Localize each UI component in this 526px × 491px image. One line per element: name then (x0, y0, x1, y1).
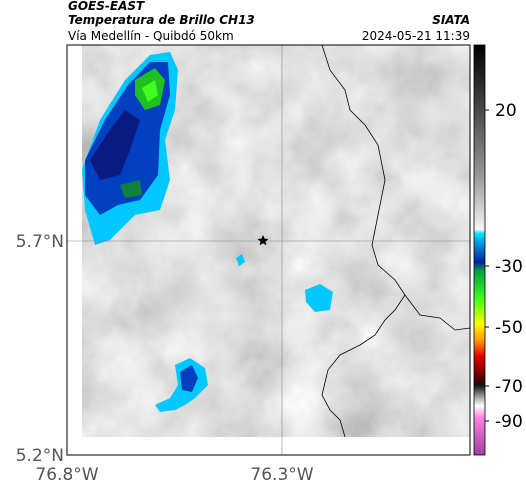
borders (321, 44, 471, 438)
product: GOES-EAST (68, 0, 145, 13)
route: Vía Medellín - Quibdó 50km (68, 29, 234, 43)
colorbar-label: 20 (495, 101, 517, 121)
lat-label: 5.2°N (16, 446, 64, 466)
colorbar: 20 -30 -50 -70 -90 (473, 44, 523, 456)
colorbar-label: -90 (495, 412, 523, 432)
colorbar-label: -70 (495, 377, 523, 397)
lon-label: 76.3°W (250, 465, 313, 485)
map-frame (66, 44, 471, 456)
source: SIATA (432, 13, 470, 27)
title: Temperatura de Brillo CH13 (68, 13, 255, 27)
location-marker (257, 235, 269, 246)
lat-label: 5.7°N (16, 232, 64, 252)
lon-label: 76.8°W (35, 465, 98, 485)
colorbar-label: -50 (495, 318, 523, 338)
cold-clouds (82, 52, 333, 412)
datetime: 2024-05-21 11:39 (362, 29, 470, 43)
map (66, 44, 471, 456)
colorbar-scale (473, 44, 486, 456)
colorbar-label: -30 (495, 257, 523, 277)
